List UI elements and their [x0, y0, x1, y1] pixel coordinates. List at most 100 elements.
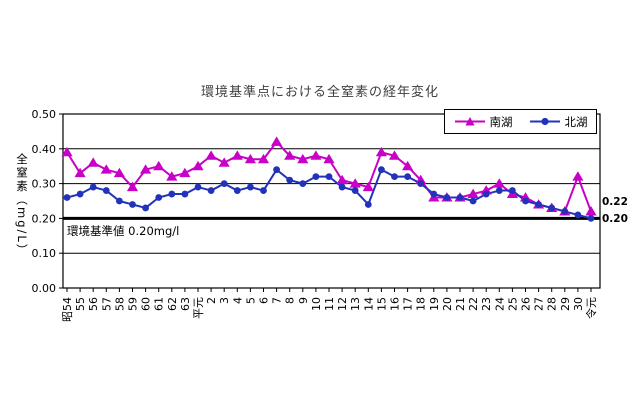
x-tick-label: 6	[258, 297, 271, 304]
marker-circle-北湖	[443, 194, 451, 201]
x-tick-label: 63	[179, 297, 192, 311]
marker-triangle-南湖	[323, 153, 335, 164]
marker-triangle-南湖	[362, 181, 374, 192]
marker-circle-北湖	[181, 190, 189, 198]
x-tick-label: 18	[415, 297, 428, 311]
marker-circle-北湖	[430, 190, 438, 198]
marker-triangle-南湖	[402, 160, 414, 171]
marker-triangle-南湖	[74, 167, 86, 178]
x-tick-label: 60	[140, 297, 153, 311]
y-tick-label: 0.50	[32, 108, 57, 121]
marker-circle-北湖	[286, 176, 294, 184]
marker-circle-北湖	[168, 190, 176, 198]
x-tick-label: 13	[349, 297, 362, 311]
marker-triangle-南湖	[192, 160, 204, 171]
legend-entry-kitako: 北湖	[529, 114, 588, 130]
kitako-line-circle-icon	[529, 117, 560, 126]
x-tick-label: 4	[231, 297, 244, 304]
marker-circle-北湖	[142, 204, 150, 212]
x-tick-label: 21	[454, 297, 467, 311]
x-tick-label: 24	[493, 297, 506, 311]
y-tick-label: 0.30	[32, 178, 57, 191]
marker-triangle-南湖	[349, 178, 361, 188]
y-axis-title: 全窒素（mg/L）	[15, 153, 29, 258]
marker-triangle-南湖	[205, 150, 217, 160]
end-value-label-kitako: 0.20	[602, 213, 628, 225]
plot-border	[62, 113, 601, 289]
x-tick-label: 11	[323, 297, 336, 311]
x-tick-label: 30	[572, 297, 585, 311]
marker-circle-北湖	[482, 190, 490, 198]
marker-circle-北湖	[535, 201, 542, 208]
x-tick-label: 28	[546, 297, 559, 311]
marker-triangle-南湖	[61, 146, 73, 157]
marker-circle-北湖	[364, 201, 372, 208]
marker-triangle-南湖	[166, 171, 178, 181]
marker-circle-北湖	[561, 208, 569, 215]
x-tick-label: 20	[441, 297, 454, 311]
marker-circle-北湖	[574, 211, 582, 219]
y-tick-label: 0.00	[32, 282, 57, 295]
marker-circle-北湖	[378, 166, 385, 174]
marker-triangle-南湖	[284, 150, 296, 160]
marker-triangle-南湖	[126, 181, 139, 192]
marker-circle-北湖	[155, 194, 163, 201]
marker-circle-北湖	[495, 187, 503, 194]
marker-triangle-南湖	[140, 164, 152, 174]
x-tick-label: 16	[389, 297, 402, 311]
marker-circle-北湖	[220, 180, 228, 188]
marker-circle-北湖	[207, 187, 215, 194]
x-tick-label: 27	[533, 297, 546, 311]
marker-circle-北湖	[233, 187, 241, 194]
marker-triangle-南湖	[572, 171, 584, 181]
marker-circle-北湖	[469, 197, 477, 205]
reference-line-label: 環境基準値 0.20mg/l	[67, 224, 180, 238]
marker-triangle-南湖	[375, 146, 387, 157]
legend: 南湖 北湖	[444, 109, 597, 134]
marker-triangle-南湖	[467, 188, 479, 199]
marker-circle-北湖	[247, 183, 254, 191]
marker-circle-北湖	[509, 187, 516, 194]
marker-circle-北湖	[325, 173, 333, 181]
chart-title: 環境基準点における全窒素の経年変化	[200, 85, 439, 100]
marker-circle-北湖	[522, 197, 529, 205]
marker-circle-北湖	[194, 183, 202, 191]
legend-entry-minamiko: 南湖	[454, 114, 513, 130]
marker-circle-北湖	[129, 201, 136, 208]
x-tick-label: 8	[284, 297, 297, 304]
marker-circle-北湖	[273, 166, 280, 174]
marker-triangle-南湖	[87, 157, 99, 167]
marker-circle-北湖	[417, 180, 425, 188]
y-tick-label: 0.40	[32, 143, 57, 156]
x-tick-label: 61	[153, 297, 166, 311]
x-tick-label: 55	[74, 297, 87, 311]
marker-triangle-南湖	[271, 136, 283, 146]
x-tick-label: 12	[336, 297, 349, 311]
x-tick-label: 26	[520, 297, 533, 311]
y-tick-label: 0.10	[32, 247, 57, 260]
marker-circle-北湖	[351, 187, 359, 194]
marker-circle-北湖	[63, 194, 71, 201]
marker-circle-北湖	[89, 183, 97, 191]
marker-triangle-南湖	[179, 167, 191, 178]
marker-triangle-南湖	[244, 153, 256, 164]
minamiko-line-triangle-icon	[454, 117, 485, 126]
marker-circle-北湖	[260, 187, 267, 194]
marker-triangle-南湖	[231, 150, 243, 160]
marker-triangle-南湖	[113, 167, 125, 178]
marker-triangle-南湖	[257, 153, 270, 164]
x-tick-label: 10	[310, 297, 323, 311]
marker-circle-北湖	[456, 194, 464, 201]
marker-circle-北湖	[299, 180, 307, 188]
x-tick-label: 58	[113, 297, 126, 311]
x-tick-label: 5	[244, 297, 257, 304]
marker-circle-北湖	[391, 173, 398, 181]
marker-circle-北湖	[404, 173, 411, 181]
x-tick-label: 14	[362, 297, 375, 311]
marker-circle-北湖	[116, 197, 123, 205]
marker-circle-北湖	[338, 183, 346, 191]
marker-circle-北湖	[587, 215, 595, 222]
legend-label-minamiko: 南湖	[489, 114, 513, 129]
